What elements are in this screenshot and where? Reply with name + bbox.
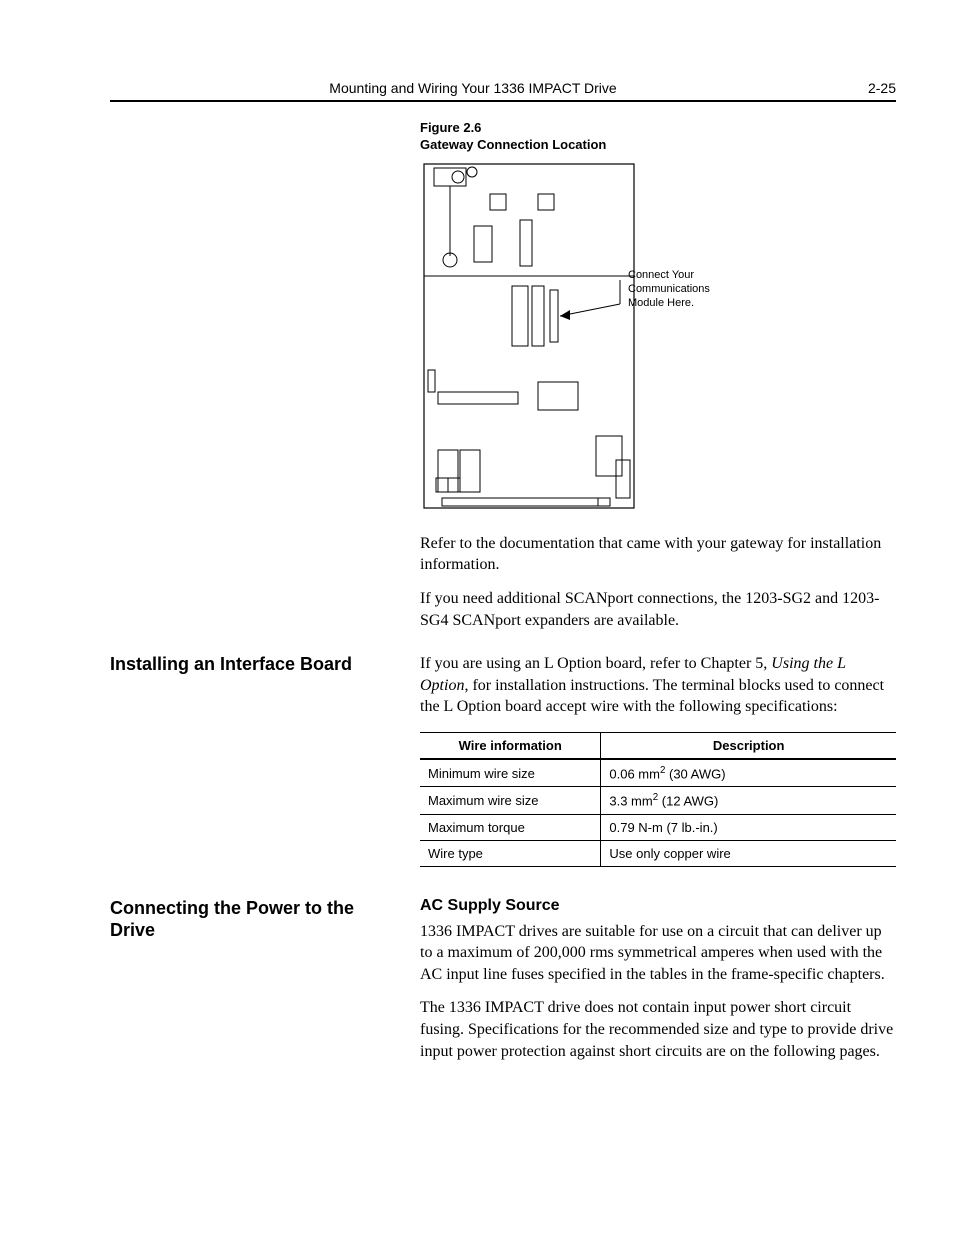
paragraph-interface-board: If you are using an L Option board, refe… <box>420 653 896 718</box>
gateway-diagram: Connect Your Communications Module Here. <box>420 160 896 517</box>
table-row: Maximum wire size 3.3 mm2 (12 AWG) <box>420 787 896 814</box>
figure-title: Gateway Connection Location <box>420 137 896 154</box>
figure-block: Figure 2.6 Gateway Connection Location <box>420 120 896 643</box>
table-row: Wire type Use only copper wire <box>420 840 896 866</box>
paragraph-ac-supply-2: The 1336 IMPACT drive does not contain i… <box>420 997 896 1062</box>
side-heading-power: Connecting the Power to the Drive <box>110 897 420 942</box>
header-title: Mounting and Wiring Your 1336 IMPACT Dri… <box>110 80 836 96</box>
table-head-wireinfo: Wire information <box>420 732 601 759</box>
page-header: Mounting and Wiring Your 1336 IMPACT Dri… <box>110 80 896 102</box>
header-page-number: 2-25 <box>836 80 896 96</box>
svg-text:Communications: Communications <box>628 283 710 295</box>
side-heading-install: Installing an Interface Board <box>110 653 420 676</box>
table-row: Minimum wire size 0.06 mm2 (30 AWG) <box>420 759 896 787</box>
paragraph-gateway-doc: Refer to the documentation that came wit… <box>420 533 896 576</box>
figure-label: Figure 2.6 <box>420 120 896 137</box>
svg-text:Connect Your: Connect Your <box>628 269 694 281</box>
wire-spec-table: Wire information Description Minimum wir… <box>420 732 896 867</box>
section-connecting-power: Connecting the Power to the Drive AC Sup… <box>110 897 896 1075</box>
paragraph-scanport: If you need additional SCANport connecti… <box>420 588 896 631</box>
table-row: Maximum torque 0.79 N-m (7 lb.-in.) <box>420 814 896 840</box>
svg-text:Module Here.: Module Here. <box>628 297 694 309</box>
paragraph-ac-supply-1: 1336 IMPACT drives are suitable for use … <box>420 921 896 986</box>
subheading-ac-supply: AC Supply Source <box>420 897 896 915</box>
section-install-interface: Installing an Interface Board If you are… <box>110 653 896 886</box>
table-head-description: Description <box>601 732 896 759</box>
